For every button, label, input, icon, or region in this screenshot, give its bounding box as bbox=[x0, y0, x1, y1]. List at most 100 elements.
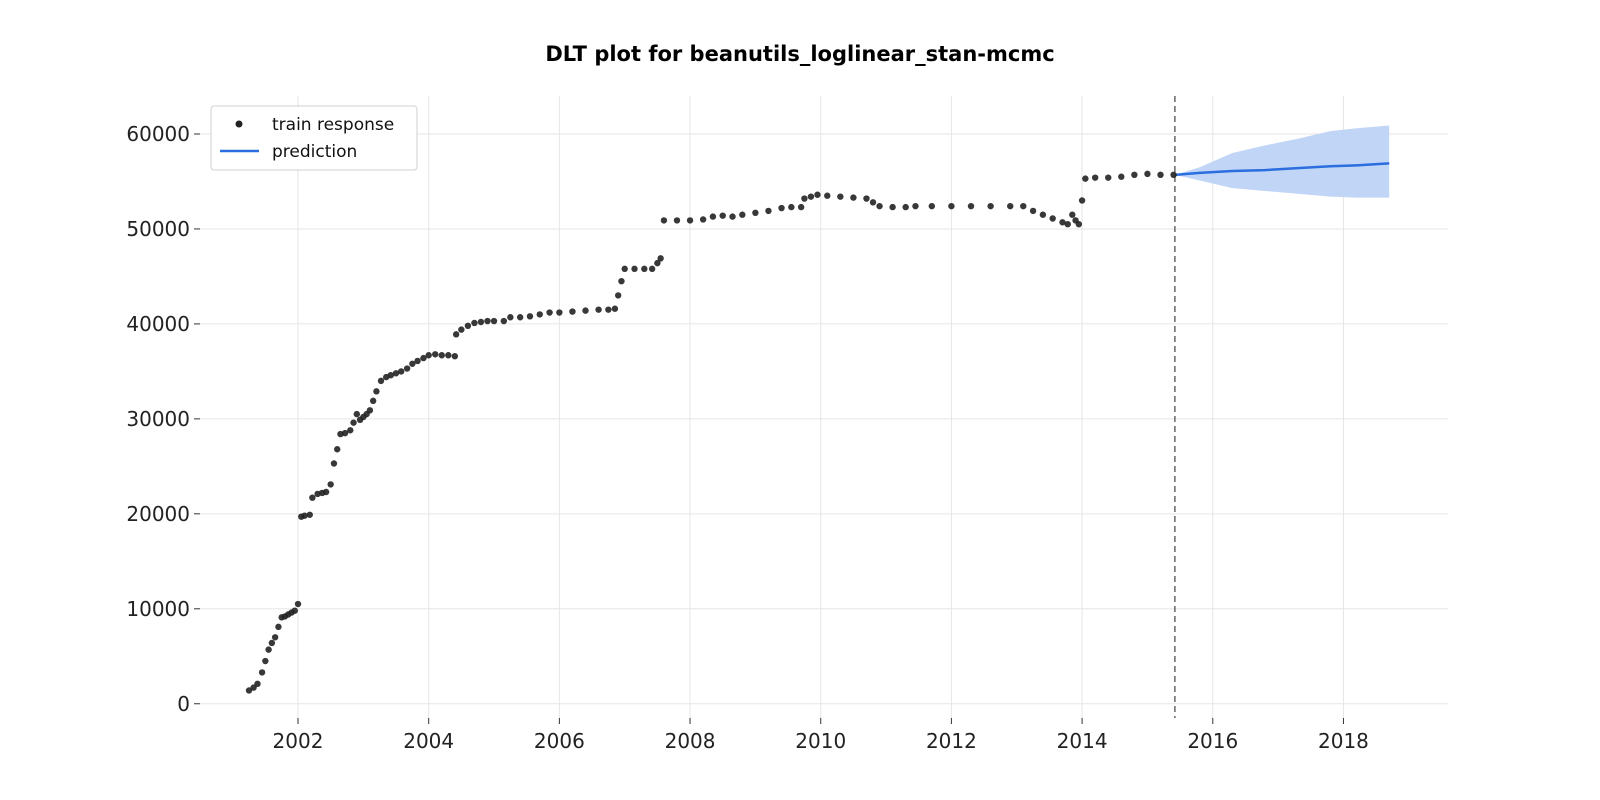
train-response-point bbox=[1144, 170, 1151, 178]
train-response-point bbox=[699, 216, 707, 223]
y-tick-label: 10000 bbox=[126, 597, 190, 621]
train-response-point bbox=[327, 481, 334, 488]
x-tick-label: 2012 bbox=[926, 729, 977, 753]
train-response-point bbox=[546, 309, 553, 316]
train-response-point bbox=[605, 306, 612, 313]
train-response-point bbox=[876, 202, 883, 210]
legend-label: train response bbox=[272, 115, 394, 135]
train-response-point bbox=[641, 265, 648, 273]
train-response-point bbox=[912, 202, 919, 210]
train-response-point bbox=[258, 669, 266, 676]
train-response-point bbox=[507, 314, 514, 321]
train-response-point bbox=[850, 194, 857, 201]
train-response-point bbox=[631, 265, 638, 273]
train-response-point bbox=[801, 195, 808, 202]
x-tick-label: 2004 bbox=[403, 729, 454, 753]
train-response-point bbox=[366, 407, 374, 414]
train-response-point bbox=[1059, 219, 1066, 226]
train-response-point bbox=[752, 209, 759, 217]
y-tick-label: 60000 bbox=[126, 122, 190, 146]
train-response-point bbox=[863, 195, 870, 202]
train-response-point bbox=[928, 202, 936, 210]
train-response-point bbox=[595, 306, 602, 313]
train-response-point bbox=[948, 202, 955, 210]
y-tick-label: 50000 bbox=[126, 217, 190, 241]
train-response-point bbox=[807, 193, 815, 200]
train-response-point bbox=[1020, 202, 1027, 210]
train-response-point bbox=[582, 307, 589, 314]
x-tick-label: 2006 bbox=[534, 729, 585, 753]
train-response-point bbox=[797, 203, 805, 211]
legend-marker-train-response bbox=[235, 120, 243, 128]
train-response-point bbox=[294, 600, 302, 608]
train-response-point bbox=[409, 360, 416, 367]
train-response-point bbox=[425, 352, 432, 359]
train-response-point bbox=[614, 292, 622, 299]
train-response-point bbox=[341, 429, 349, 437]
legend-box bbox=[210, 105, 418, 171]
train-response-point bbox=[987, 202, 994, 210]
train-response-point bbox=[398, 368, 405, 375]
train-response-point bbox=[271, 634, 279, 641]
y-tick-label: 20000 bbox=[126, 502, 190, 526]
x-axis: 2002 2004 2006 2008 2010 2012 2014 2016 2018 bbox=[273, 718, 1369, 753]
train-response-point bbox=[869, 199, 877, 206]
chart-title: DLT plot for beanutils_loglinear_stan-mc… bbox=[545, 42, 1054, 66]
train-response-point bbox=[618, 277, 625, 285]
train-response-point bbox=[1049, 215, 1056, 222]
train-response-point bbox=[500, 317, 508, 325]
train-response-point bbox=[334, 446, 341, 453]
legend: train response prediction bbox=[210, 105, 418, 171]
train-response-point bbox=[1170, 171, 1177, 179]
train-response-point bbox=[569, 308, 576, 315]
train-response-point bbox=[438, 352, 445, 359]
train-response-point bbox=[245, 687, 253, 694]
y-tick-label: 0 bbox=[177, 692, 190, 716]
train-response-point bbox=[556, 309, 563, 316]
train-response-point bbox=[1078, 197, 1086, 204]
train-response-point bbox=[322, 488, 330, 496]
train-response-point bbox=[814, 191, 821, 198]
train-response-point bbox=[1029, 207, 1037, 215]
train-response-point bbox=[291, 607, 298, 614]
train-response-point bbox=[657, 255, 664, 262]
train-response-point bbox=[464, 322, 472, 330]
legend-label: prediction bbox=[272, 142, 357, 162]
train-response-point bbox=[1118, 173, 1125, 180]
train-response-point bbox=[889, 203, 896, 211]
train-response-point bbox=[516, 314, 524, 321]
train-response-point bbox=[1091, 174, 1099, 181]
train-response-point bbox=[902, 203, 909, 211]
y-tick-label: 40000 bbox=[126, 312, 190, 336]
train-response-point bbox=[654, 259, 661, 267]
train-response-point bbox=[350, 419, 357, 426]
train-response-point bbox=[387, 371, 394, 379]
train-response-point bbox=[719, 212, 726, 219]
train-response-point bbox=[837, 193, 844, 200]
train-response-point bbox=[1105, 174, 1112, 181]
train-response-point bbox=[1069, 211, 1076, 218]
train-response-point bbox=[477, 318, 485, 326]
train-response-point bbox=[824, 192, 831, 199]
prediction-line bbox=[1174, 162, 1390, 177]
train-response-point bbox=[1075, 220, 1083, 228]
train-response-point bbox=[729, 213, 736, 220]
train-response-point bbox=[788, 203, 795, 211]
train-response-point bbox=[1082, 175, 1089, 182]
train-response-point bbox=[967, 202, 975, 210]
train-response-point bbox=[1131, 171, 1138, 179]
x-tick-label: 2010 bbox=[795, 729, 846, 753]
train-response-point bbox=[254, 680, 261, 688]
train-response-point bbox=[471, 319, 478, 327]
train-response-point bbox=[420, 354, 427, 362]
train-response-point bbox=[451, 352, 459, 360]
train-response-point bbox=[536, 311, 543, 318]
train-response-point bbox=[373, 388, 380, 395]
train-response-point bbox=[673, 217, 681, 224]
train-response-point bbox=[611, 305, 619, 312]
train-response-point bbox=[268, 639, 276, 647]
train-response-point bbox=[739, 211, 746, 218]
prediction-series bbox=[1174, 162, 1390, 177]
train-response-series bbox=[245, 170, 1177, 694]
y-tick-label: 30000 bbox=[126, 407, 190, 431]
